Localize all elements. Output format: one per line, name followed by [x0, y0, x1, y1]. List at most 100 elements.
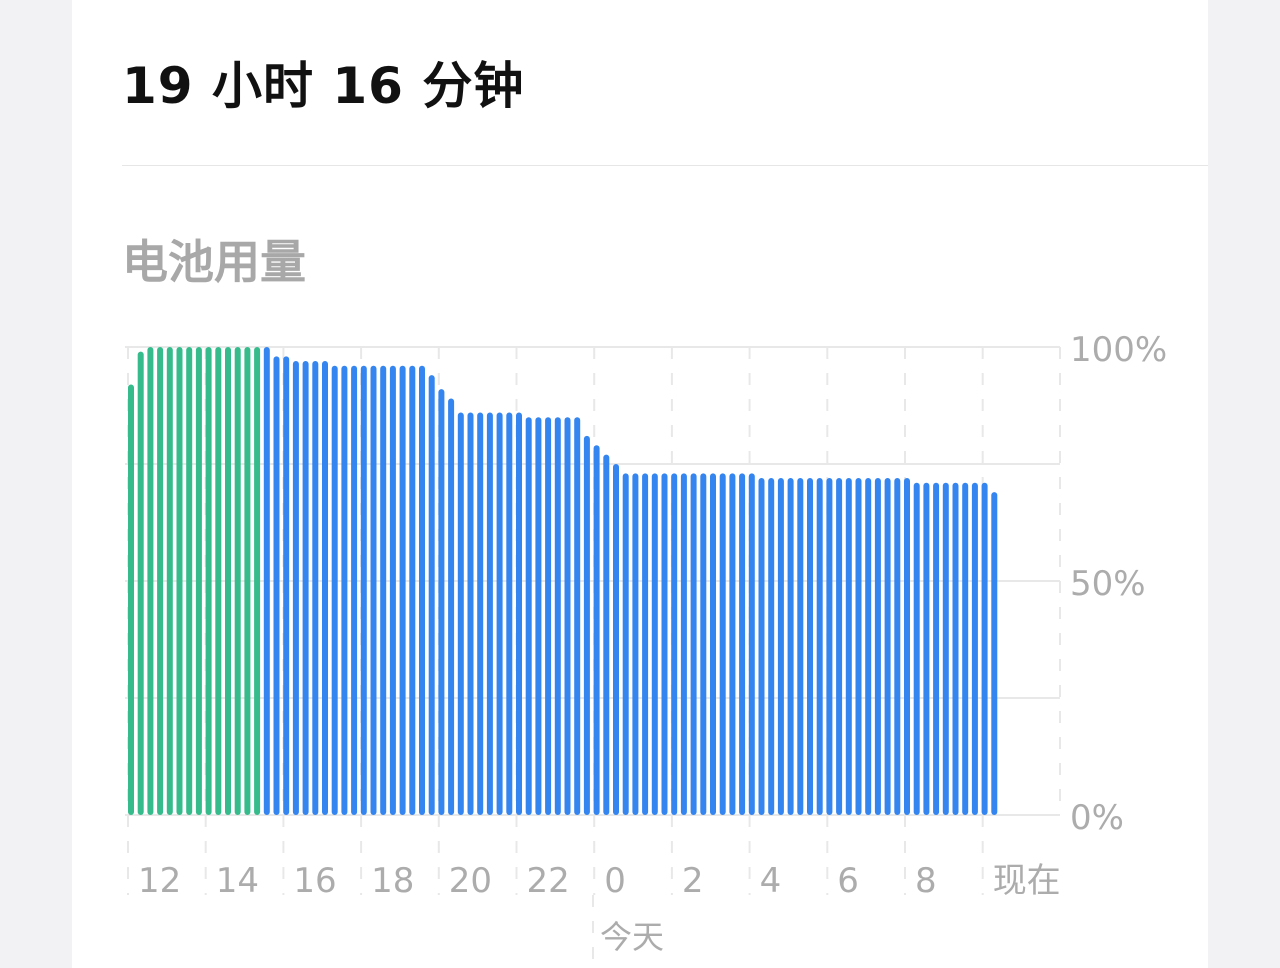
bar-discharging — [370, 365, 377, 815]
x-tick-label: 14 — [216, 861, 259, 901]
bar-charging — [205, 347, 212, 815]
bar-discharging — [845, 478, 852, 815]
bar-discharging — [545, 417, 552, 815]
bar-discharging — [642, 473, 649, 815]
bar-charging — [166, 347, 173, 815]
bar-discharging — [496, 412, 503, 815]
x-tick-label: 0 — [604, 861, 626, 901]
bar-charging — [137, 351, 144, 815]
bar-charging — [147, 347, 154, 815]
bar-discharging — [457, 412, 464, 815]
x-sublabel-today: 今天 — [600, 918, 664, 956]
bar-discharging — [360, 365, 367, 815]
bar-discharging — [952, 482, 959, 815]
bar-discharging — [884, 478, 891, 815]
bar-discharging — [719, 473, 726, 815]
bar-discharging — [933, 482, 940, 815]
bar-discharging — [331, 365, 338, 815]
bar-discharging — [913, 482, 920, 815]
bar-charging — [234, 347, 241, 815]
bar-charging — [225, 347, 231, 815]
y-tick-label: 50% — [1070, 564, 1146, 604]
bar-charging — [215, 347, 222, 815]
y-tick-label: 0% — [1070, 798, 1124, 838]
bar-discharging — [865, 478, 872, 815]
battery-card — [72, 0, 1208, 968]
bar-discharging — [758, 478, 765, 815]
bar-discharging — [593, 445, 600, 815]
bar-charging — [128, 384, 134, 815]
bar-charging — [195, 347, 202, 815]
bar-discharging — [263, 347, 270, 815]
bar-discharging — [613, 464, 619, 815]
bar-discharging — [322, 361, 328, 815]
bar-discharging — [710, 473, 716, 815]
bar-discharging — [855, 478, 862, 815]
bar-discharging — [399, 365, 406, 815]
bar-discharging — [826, 478, 833, 815]
screen-time-total: 19 小时 16 分钟 — [122, 57, 525, 115]
bar-discharging — [729, 473, 736, 815]
bar-discharging — [680, 473, 687, 815]
bar-discharging — [583, 435, 590, 815]
bar-discharging — [554, 417, 561, 815]
bar-discharging — [622, 473, 629, 815]
x-tick-label: 现在 — [993, 861, 1061, 901]
bar-discharging — [923, 482, 930, 815]
bar-discharging — [748, 473, 755, 815]
bar-discharging — [516, 412, 522, 815]
bar-discharging — [661, 473, 668, 815]
bar-discharging — [739, 473, 746, 815]
bar-discharging — [836, 478, 843, 815]
x-tick-label: 6 — [837, 861, 859, 901]
bar-discharging — [525, 417, 532, 815]
x-tick-label: 12 — [138, 861, 181, 901]
bar-discharging — [283, 356, 290, 815]
bar-discharging — [700, 473, 707, 815]
x-tick-label: 22 — [527, 861, 570, 901]
bar-discharging — [467, 412, 474, 815]
bar-discharging — [807, 478, 813, 815]
bar-charging — [254, 347, 261, 815]
bar-discharging — [574, 417, 581, 815]
bar-discharging — [981, 482, 988, 815]
bar-discharging — [971, 482, 978, 815]
bar-discharging — [351, 365, 358, 815]
bar-discharging — [380, 365, 387, 815]
bar-discharging — [506, 412, 513, 815]
bar-discharging — [671, 473, 678, 815]
bar-discharging — [777, 478, 784, 815]
bar-discharging — [273, 356, 280, 815]
bar-discharging — [419, 365, 425, 815]
bar-discharging — [962, 482, 969, 815]
divider — [122, 165, 1208, 166]
bar-discharging — [797, 478, 804, 815]
bar-discharging — [564, 417, 571, 815]
bar-discharging — [603, 454, 610, 815]
x-tick-label: 2 — [682, 861, 704, 901]
y-tick-label: 100% — [1070, 330, 1167, 370]
bar-discharging — [904, 478, 910, 815]
x-tick-label: 18 — [371, 861, 414, 901]
bar-discharging — [428, 375, 435, 815]
bar-discharging — [942, 482, 949, 815]
bar-charging — [244, 347, 251, 815]
bar-charging — [157, 347, 164, 815]
x-tick-label: 16 — [293, 861, 336, 901]
bar-discharging — [477, 412, 484, 815]
battery-usage-heading: 电池用量 — [122, 235, 306, 289]
bar-charging — [176, 347, 183, 815]
x-tick-label: 20 — [449, 861, 492, 901]
bar-discharging — [312, 361, 319, 815]
bar-discharging — [341, 365, 348, 815]
bar-discharging — [894, 478, 901, 815]
bar-discharging — [991, 492, 998, 815]
x-tick-label: 8 — [915, 861, 937, 901]
x-tick-label: 4 — [760, 861, 782, 901]
bar-discharging — [690, 473, 697, 815]
bar-discharging — [874, 478, 881, 815]
bar-discharging — [816, 478, 823, 815]
bar-discharging — [292, 361, 299, 815]
bar-discharging — [632, 473, 639, 815]
